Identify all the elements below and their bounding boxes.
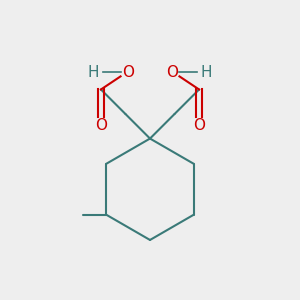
Text: O: O [95,118,107,133]
Text: H: H [88,64,99,80]
Text: H: H [201,64,212,80]
Text: O: O [122,64,134,80]
Text: O: O [166,64,178,80]
Text: O: O [193,118,205,133]
